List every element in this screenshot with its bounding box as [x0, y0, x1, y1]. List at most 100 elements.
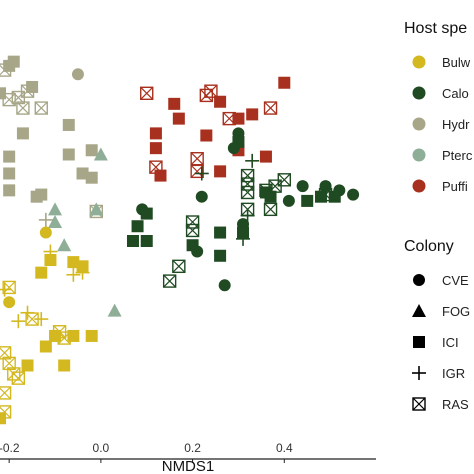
- legend-host-swatch: [412, 86, 426, 100]
- x-tick-label: -0.2: [0, 441, 20, 455]
- data-point: [76, 167, 89, 180]
- data-point: [172, 259, 186, 274]
- data-point: [16, 127, 29, 140]
- legend-colony-label: CVE: [442, 273, 469, 288]
- plot-points: [0, 55, 360, 425]
- data-point: [89, 202, 104, 216]
- data-point: [214, 95, 227, 108]
- data-point: [263, 202, 278, 217]
- data-point: [107, 303, 122, 317]
- data-point: [347, 188, 360, 201]
- x-tick-label: 0.4: [276, 441, 293, 455]
- data-point: [140, 207, 153, 220]
- data-point: [85, 144, 98, 157]
- legend-host-swatch: [412, 117, 426, 131]
- data-point: [245, 153, 260, 168]
- data-point: [0, 87, 6, 100]
- data-point: [264, 190, 277, 203]
- data-point: [3, 167, 16, 180]
- data-point: [0, 386, 12, 400]
- data-point: [149, 127, 162, 140]
- data-point: [93, 147, 108, 161]
- data-point: [259, 150, 272, 163]
- legend-colony: CVE FOG ICI IGR RAS: [412, 273, 470, 412]
- data-point: [11, 371, 26, 385]
- data-point: [149, 142, 162, 155]
- data-point: [44, 253, 57, 266]
- data-point: [214, 226, 227, 239]
- data-point: [85, 329, 98, 342]
- data-point: [214, 165, 227, 178]
- data-point: [57, 238, 72, 252]
- data-point: [85, 171, 98, 184]
- data-point: [3, 150, 16, 163]
- data-point: [140, 86, 154, 101]
- data-point: [58, 359, 71, 372]
- legend-host-label: Puffi: [442, 179, 468, 194]
- data-point: [39, 340, 52, 353]
- data-point: [3, 296, 16, 309]
- legend-host-title: Host spe: [404, 20, 467, 37]
- legend-colony-marker: [413, 336, 425, 348]
- data-point: [282, 194, 295, 207]
- data-point: [218, 279, 231, 292]
- data-point: [199, 88, 214, 103]
- data-point: [35, 266, 48, 279]
- legend-host-swatch: [412, 179, 426, 193]
- data-point: [263, 101, 278, 115]
- data-point: [62, 118, 75, 131]
- data-point: [185, 223, 200, 238]
- data-point: [30, 190, 43, 203]
- data-point: [140, 235, 153, 247]
- legend-colony-marker: [413, 274, 425, 286]
- data-point: [278, 76, 291, 89]
- data-point: [21, 359, 34, 372]
- data-point: [0, 63, 12, 77]
- legend-colony-label: ICI: [442, 335, 459, 350]
- data-point: [0, 412, 6, 425]
- legend-host-label: Pterc: [442, 148, 473, 163]
- data-point: [200, 129, 213, 142]
- x-tick-label: 0.2: [184, 441, 201, 455]
- data-point: [67, 329, 80, 342]
- data-point: [195, 190, 208, 203]
- legend-host: Bulw Calo Hydr Pterc Puffi: [412, 55, 473, 194]
- data-point: [66, 267, 81, 282]
- data-point: [34, 101, 48, 115]
- data-point: [227, 142, 240, 155]
- data-point: [191, 245, 204, 258]
- legend-colony-title: Colony: [404, 238, 454, 255]
- data-point: [214, 249, 227, 262]
- data-point: [190, 152, 204, 166]
- data-point: [232, 112, 245, 125]
- legend-host-swatch: [412, 55, 426, 69]
- data-point: [0, 282, 12, 297]
- data-point: [38, 212, 53, 227]
- legend-host-label: Hydr: [442, 117, 470, 132]
- data-point: [3, 184, 16, 197]
- legend-colony-marker: [412, 397, 426, 411]
- data-point: [301, 194, 314, 207]
- data-point: [318, 187, 333, 202]
- data-point: [162, 274, 177, 288]
- data-point: [34, 312, 49, 327]
- data-point: [246, 108, 259, 121]
- legend-colony-label: RAS: [442, 397, 469, 412]
- legend-host-swatch: [412, 148, 426, 162]
- legend-colony-marker: [412, 304, 426, 317]
- data-point: [236, 231, 251, 246]
- data-point: [131, 220, 144, 233]
- legend-colony-label: FOG: [442, 304, 470, 319]
- data-point: [168, 97, 181, 110]
- legend-host-label: Bulw: [442, 55, 471, 70]
- data-point: [194, 166, 209, 181]
- data-point: [11, 314, 26, 329]
- data-point: [62, 148, 75, 161]
- data-point: [16, 101, 30, 115]
- data-point: [49, 329, 62, 342]
- data-point: [67, 256, 80, 269]
- legend-colony-marker: [412, 366, 426, 380]
- data-point: [39, 226, 52, 239]
- data-point: [126, 235, 139, 247]
